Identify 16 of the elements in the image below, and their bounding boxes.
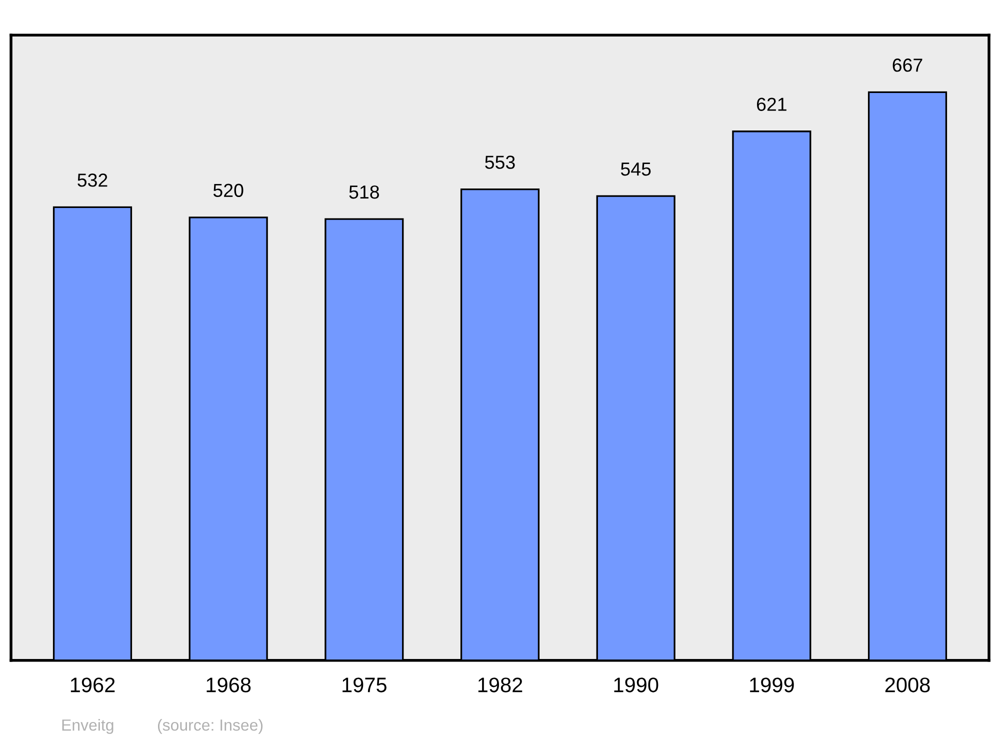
data-label: 518: [349, 185, 379, 199]
text: Enveitg: [62, 718, 114, 734]
x-tick-label: 1999: [750, 678, 794, 692]
x-tick-label: 1962: [70, 678, 115, 692]
data-label: 532: [78, 174, 108, 187]
x-tick-label: 1982: [478, 678, 522, 692]
x-tick-label: 1968: [206, 678, 251, 692]
text: (source: Insee): [158, 718, 263, 734]
x-tick-label: 1990: [614, 678, 658, 692]
data-label: 621: [756, 98, 786, 111]
x-tick-label: 1975: [342, 678, 386, 692]
data-label: 545: [620, 162, 651, 176]
data-label: 520: [213, 184, 244, 198]
data-label: 667: [892, 58, 922, 72]
x-tick-label: 2008: [885, 678, 930, 692]
data-label: 553: [485, 156, 515, 169]
